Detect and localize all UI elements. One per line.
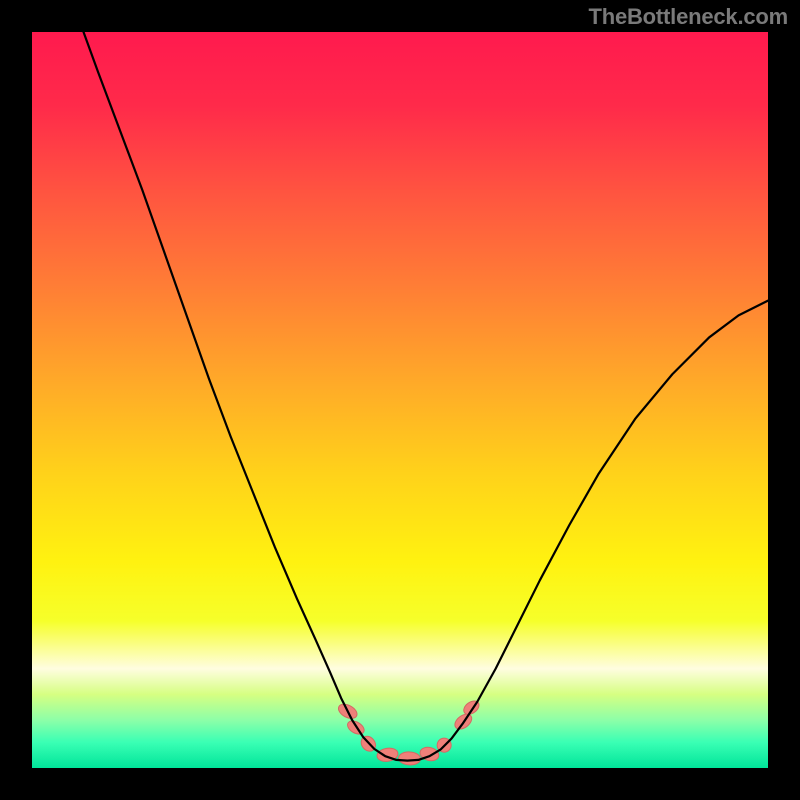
- bottleneck-curve: [84, 32, 768, 761]
- chart-frame: TheBottleneck.com: [0, 0, 800, 800]
- markers-group: [336, 698, 481, 765]
- watermark-text: TheBottleneck.com: [588, 4, 788, 30]
- marker-point: [398, 751, 421, 765]
- marker-point: [419, 745, 441, 762]
- curve-overlay: [32, 32, 768, 768]
- plot-area: [32, 32, 768, 768]
